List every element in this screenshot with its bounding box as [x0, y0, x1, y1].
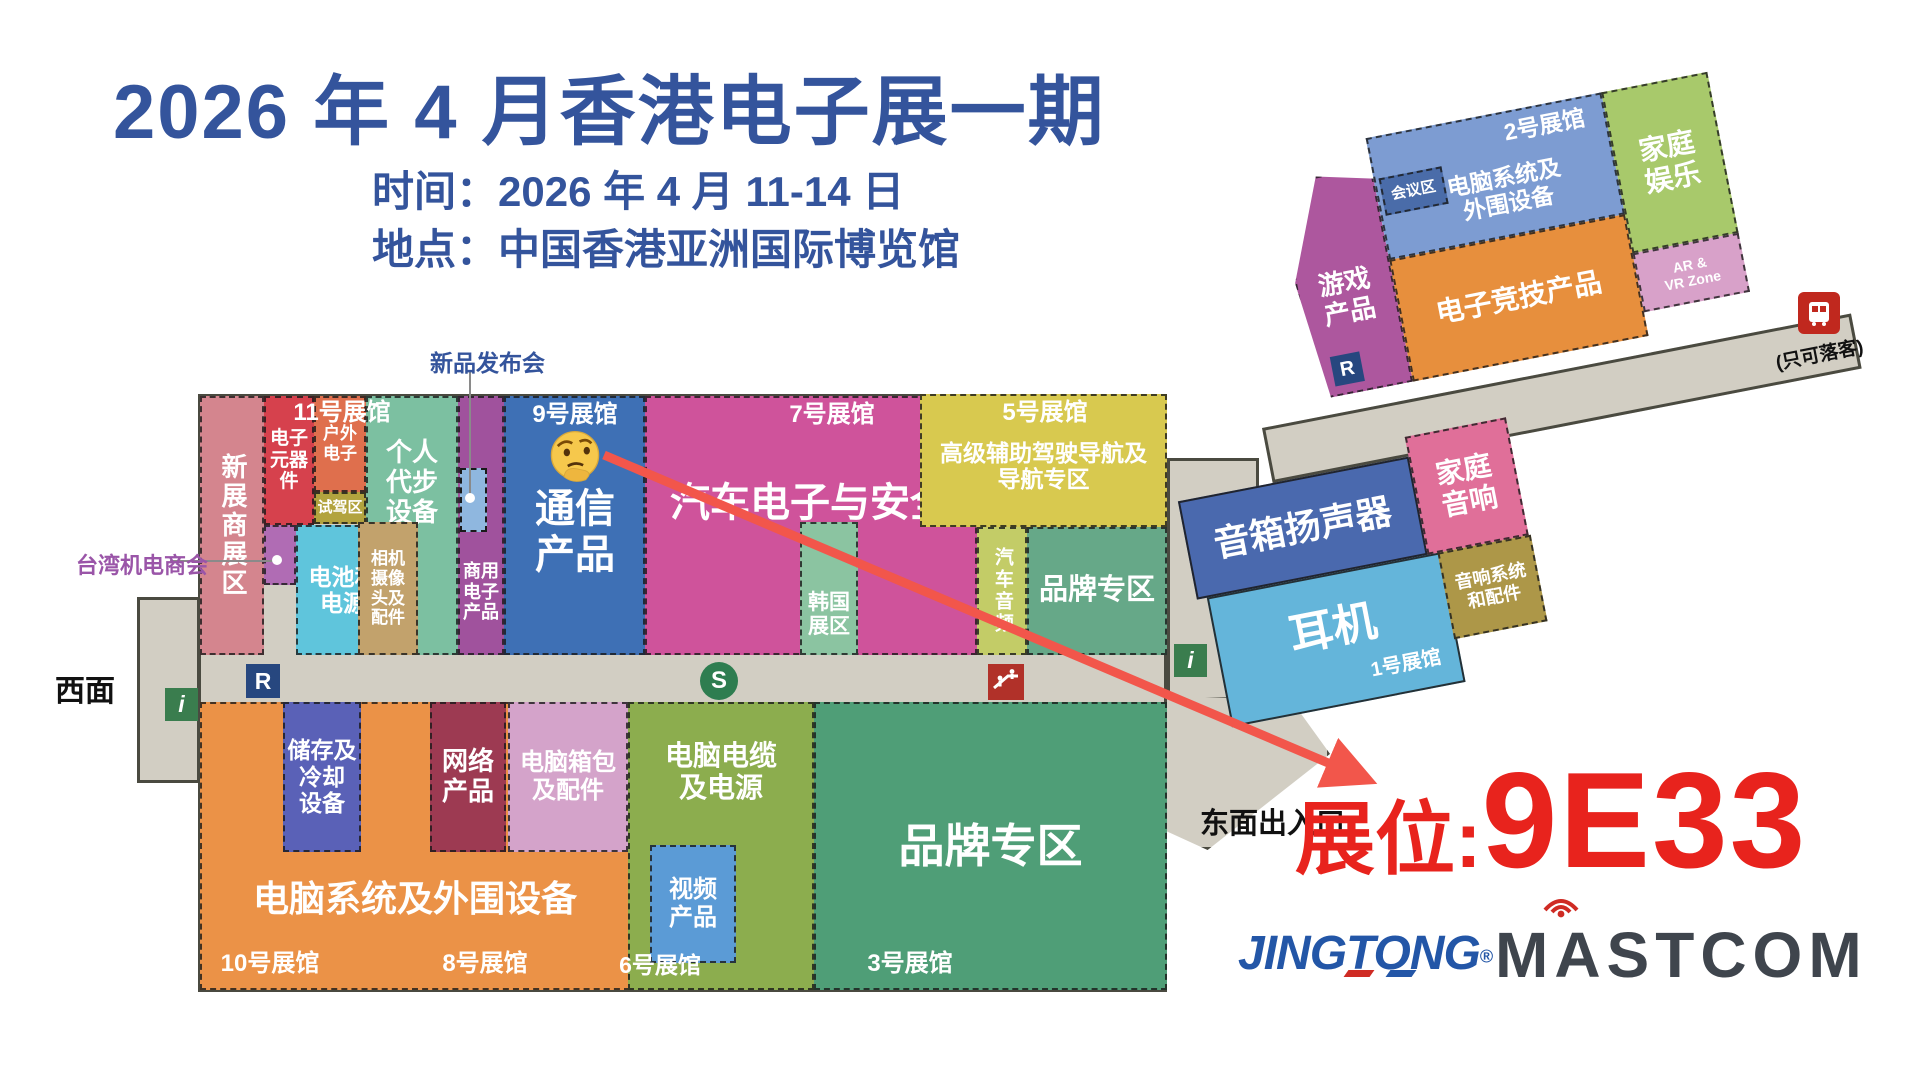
zone-storage-cooling: 储存及 冷却 设备	[283, 702, 361, 852]
escalator-icon	[988, 664, 1024, 700]
communication-products-label: 通信 产品	[535, 487, 615, 577]
computer-systems-label: 电脑系统及外围设备	[252, 878, 577, 919]
taiwan-association-label: 台湾机电商会	[76, 553, 209, 578]
zone-test-drive: 试驾区	[314, 492, 366, 524]
press-conference-dot	[465, 493, 475, 503]
zone-audio-systems: 音响系统 和配件	[1437, 534, 1548, 640]
zone-new-exhibitors: 新展商展区	[200, 396, 264, 655]
zone-video-products: 视频 产品	[650, 845, 736, 963]
mastcom-mast-icon	[1543, 899, 1579, 918]
info-icon-east: i	[1174, 644, 1207, 677]
booth-number: 9E33	[1481, 744, 1808, 896]
restroom-icon: R	[246, 664, 280, 698]
zone-network-products: 网络 产品	[430, 702, 506, 852]
mastcom-logo: MASTCOM	[1495, 899, 1868, 992]
zone-computer-bags: 电脑箱包 及配件	[508, 702, 628, 852]
zone-brand-lower: 品牌专区	[814, 702, 1167, 990]
event-time: 时间：2026 年 4 月 11-14 日	[372, 168, 905, 215]
taiwan-association-line	[170, 560, 274, 562]
hall3-label: 3号展馆	[867, 950, 953, 977]
booth-callout: 展位: 9E33	[1295, 752, 1807, 888]
page-title: 2026 年 4 月香港电子展一期	[113, 70, 1106, 155]
escalator-glyph	[993, 669, 1018, 690]
press-conference-line	[469, 372, 471, 496]
jingtong-logo: JINGTONG®	[1238, 926, 1493, 981]
east-exit-label: 东面出入口	[1200, 808, 1346, 840]
hall11-label: 11号展馆	[293, 399, 391, 426]
hall8-label: 8号展馆	[442, 950, 528, 977]
west-label: 西面	[55, 675, 115, 708]
jingtong-stripe-blue	[1385, 970, 1417, 977]
adas-label: 高级辅助驾驶导航及 导航专区	[940, 440, 1147, 493]
thinking-emoji	[546, 428, 604, 486]
zone-korea: 韩国 展区	[800, 522, 858, 655]
zone-outdoor-electronics: 户外 电子	[314, 396, 366, 492]
zone-car-audio: 汽车音频	[977, 527, 1027, 655]
registered-mark: ®	[1479, 946, 1494, 967]
taiwan-association-dot	[272, 555, 282, 565]
hall10-label: 10号展馆	[220, 950, 320, 977]
zone-brand-upper: 品牌专区	[1027, 527, 1167, 655]
press-conference-label: 新品发布会	[430, 350, 545, 376]
bus-glyph	[1809, 302, 1829, 326]
booth-label: 展位:	[1295, 795, 1482, 884]
restroom-icon-hall2: R	[1329, 351, 1365, 387]
zone-electronic-components: 电子 元器 件	[264, 396, 314, 525]
event-venue: 地点：中国香港亚洲国际博览馆	[372, 226, 961, 273]
service-icon: S	[700, 662, 738, 700]
info-icon-west: i	[165, 688, 198, 721]
hall7-label: 7号展馆	[789, 401, 875, 428]
hall5-label: 5号展馆	[1002, 399, 1088, 426]
zone-home-audio: 家庭 音响	[1404, 417, 1529, 555]
hall6-label: 6号展馆	[619, 952, 701, 978]
mastcom-logo-text: MASTCOM	[1495, 919, 1868, 991]
zone-camera-accessories: 相机 摄像 头及 配件	[358, 522, 418, 655]
hall9-label: 9号展馆	[532, 401, 618, 428]
jingtong-stripe-red	[1343, 970, 1375, 977]
bus-dropoff-icon	[1798, 292, 1840, 334]
